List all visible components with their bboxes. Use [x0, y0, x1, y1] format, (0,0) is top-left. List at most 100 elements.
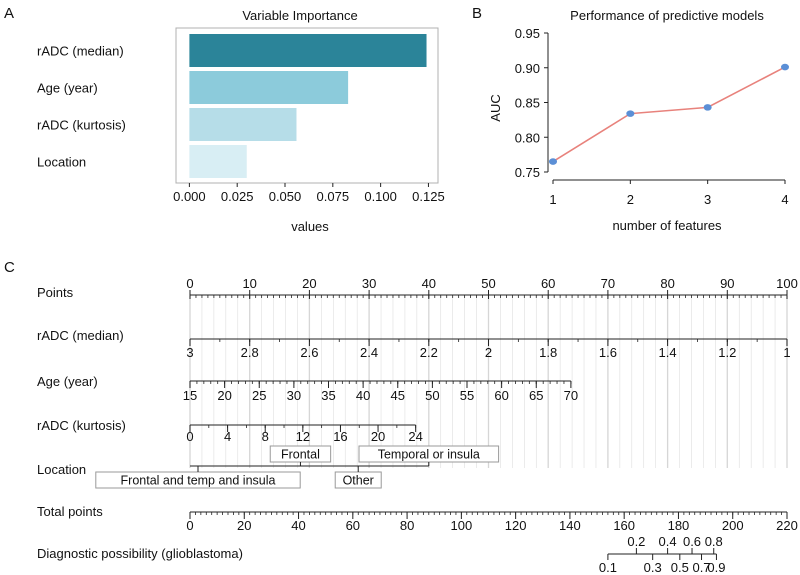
scale-tick-label: 16: [333, 429, 347, 444]
points-tick-label: 20: [302, 276, 316, 291]
scale-tick-label: 4: [224, 429, 231, 444]
auc-chart-xlabel: number of features: [612, 218, 722, 233]
nomogram: Points rADC (median) Age (year) rADC (kurto…: [37, 276, 798, 575]
points-tick-label: 100: [776, 276, 798, 291]
variable-importance-title: Variable Importance: [242, 8, 357, 23]
scale-tick-label: 2.8: [241, 345, 259, 360]
auc-performance-chart: Performance of predictive models 0.75 0.8…: [488, 8, 789, 233]
importance-x-tick-label: 0.075: [317, 189, 350, 204]
points-tick-label: 0: [186, 276, 193, 291]
auc-chart-ylabel: AUC: [488, 94, 503, 121]
location-level-upper-label: Frontal: [281, 448, 320, 462]
probability-upper-label: 0.4: [659, 534, 677, 549]
points-tick-label: 70: [601, 276, 615, 291]
scale-tick-label: 1.2: [718, 345, 736, 360]
total-points-tick-label: 180: [668, 518, 690, 533]
total-points-tick-label: 20: [237, 518, 251, 533]
importance-category-label: rADC (median): [37, 44, 124, 59]
panel-label-b: B: [472, 5, 482, 22]
probability-upper-label: 0.8: [705, 534, 723, 549]
importance-category-label: Age (year): [37, 81, 98, 96]
scale-tick-label: 1: [783, 345, 790, 360]
scale-tick-label: 35: [321, 388, 335, 403]
auc-data-point-4: [781, 63, 789, 71]
probability-upper-label: 0.2: [627, 534, 645, 549]
importance-bar-2: [189, 71, 349, 104]
scale-tick-label: 55: [460, 388, 474, 403]
auc-y-tick-label: 0.85: [515, 96, 540, 111]
scale-tick-label: 24: [408, 429, 422, 444]
nomogram-row-label: Location: [37, 462, 86, 477]
auc-y-tick-label: 0.95: [515, 26, 540, 41]
importance-x-tick-label: 0.000: [173, 189, 206, 204]
scale-tick-label: 20: [217, 388, 231, 403]
points-tick-label: 80: [660, 276, 674, 291]
probability-lower-label: 0.7: [692, 560, 710, 575]
auc-y-tick-label: 0.75: [515, 165, 540, 180]
location-level-upper-label: Temporal or insula: [378, 448, 480, 462]
scale-tick-label: 15: [183, 388, 197, 403]
total-points-tick-label: 60: [346, 518, 360, 533]
panel-label-c: C: [4, 259, 15, 276]
total-points-tick-label: 80: [400, 518, 414, 533]
points-tick-label: 40: [422, 276, 436, 291]
total-points-tick-label: 40: [291, 518, 305, 533]
scale-tick-label: 1.8: [539, 345, 557, 360]
probability-lower-label: 0.1: [599, 560, 617, 575]
total-points-tick-label: 0: [186, 518, 193, 533]
auc-chart-title: Performance of predictive models: [570, 8, 764, 23]
scale-tick-label: 12: [296, 429, 310, 444]
points-tick-label: 60: [541, 276, 555, 291]
scale-tick-label: 0: [186, 429, 193, 444]
auc-data-point-1: [549, 158, 557, 165]
scale-tick-label: 2: [485, 345, 492, 360]
importance-bar-1: [189, 34, 427, 67]
importance-x-tick-label: 0.050: [269, 189, 302, 204]
scale-tick-label: 40: [356, 388, 370, 403]
variable-importance-xlabel: values: [291, 219, 329, 234]
auc-series-line: [552, 66, 786, 163]
location-level-lower-label: Other: [343, 474, 374, 488]
probability-lower-label: 0.3: [644, 560, 662, 575]
importance-x-tick-label: 0.100: [364, 189, 397, 204]
scale-tick-label: 25: [252, 388, 266, 403]
location-level-lower-label: Frontal and temp and insula: [121, 474, 276, 488]
scale-tick-label: 70: [564, 388, 578, 403]
total-points-tick-label: 160: [613, 518, 635, 533]
scale-tick-label: 2.2: [420, 345, 438, 360]
auc-data-point-2: [626, 110, 635, 117]
nomogram-row-label: Total points: [37, 504, 103, 519]
nomogram-row-label: Points: [37, 285, 74, 300]
total-points-tick-label: 140: [559, 518, 581, 533]
auc-y-tick-label: 0.90: [515, 61, 540, 76]
points-tick-label: 90: [720, 276, 734, 291]
nomogram-row-label: Diagnostic possibility (glioblastoma): [37, 546, 243, 561]
auc-y-tick-label: 0.80: [515, 130, 540, 145]
importance-bar-4: [189, 145, 247, 178]
auc-data-point-3: [703, 104, 712, 111]
nomogram-row-label: Age (year): [37, 374, 98, 389]
scale-tick-label: 50: [425, 388, 439, 403]
scale-tick-label: 1.6: [599, 345, 617, 360]
total-points-tick-label: 120: [505, 518, 527, 533]
scale-tick-label: 65: [529, 388, 543, 403]
importance-x-tick-label: 0.025: [221, 189, 254, 204]
probability-lower-label: 0.9: [707, 560, 725, 575]
points-tick-label: 10: [242, 276, 256, 291]
variable-importance-chart: Variable Importance rADC (median) Age (ye…: [37, 8, 445, 234]
scale-tick-label: 30: [287, 388, 301, 403]
scale-tick-label: 45: [391, 388, 405, 403]
scale-tick-label: 1.4: [659, 345, 677, 360]
total-points-tick-label: 220: [776, 518, 798, 533]
importance-x-tick-label: 0.125: [412, 189, 445, 204]
nomogram-row-label: rADC (kurtosis): [37, 418, 126, 433]
scale-tick-label: 2.6: [300, 345, 318, 360]
scale-tick-label: 3: [186, 345, 193, 360]
total-points-tick-label: 100: [451, 518, 473, 533]
panel-label-a: A: [4, 5, 14, 22]
probability-lower-label: 0.5: [671, 560, 689, 575]
importance-bar-3: [189, 108, 297, 141]
scale-tick-label: 20: [371, 429, 385, 444]
scale-tick-label: 2.4: [360, 345, 378, 360]
